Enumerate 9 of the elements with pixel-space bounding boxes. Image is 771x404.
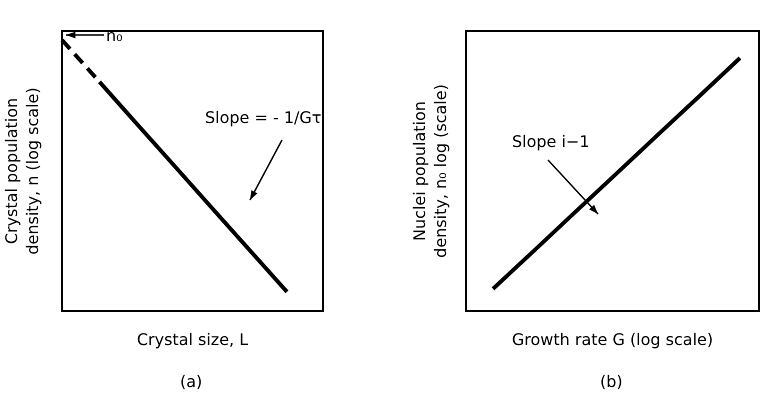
annotation: n₀: [106, 26, 123, 45]
y-axis-title: Crystal population density, n (log scale): [1, 87, 43, 255]
x-axis-title: Growth rate G (log scale): [512, 330, 714, 349]
text: (b): [600, 372, 623, 391]
annotation: Slope = - 1/Gτ: [205, 108, 322, 127]
y-axis-title: Nuclei population density, n₀ log (scale): [409, 84, 451, 258]
annotation: Slope i−1: [512, 132, 590, 151]
text: (a): [180, 372, 202, 391]
x-axis-title: Crystal size, L: [136, 330, 248, 349]
